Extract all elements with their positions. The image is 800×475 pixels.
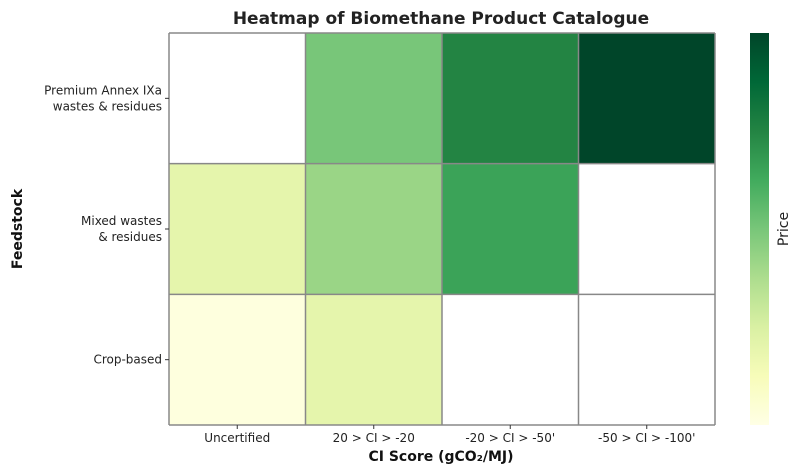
chart-title: Heatmap of Biomethane Product Catalogue bbox=[233, 9, 649, 29]
heatmap-cell bbox=[578, 33, 715, 164]
heatmap-cell bbox=[169, 33, 306, 164]
y-axis-ticks: Premium Annex IXa wastes & residues Mixed … bbox=[44, 83, 169, 367]
colorbar bbox=[750, 33, 769, 425]
heatmap-cell bbox=[578, 294, 715, 425]
x-tick-label: -20 > CI > -50' bbox=[465, 431, 555, 445]
heatmap-cells bbox=[169, 33, 715, 425]
y-tick-label: Crop-based bbox=[93, 353, 162, 367]
heatmap-cell bbox=[305, 163, 442, 295]
heatmap-cell bbox=[305, 33, 442, 164]
heatmap-cell bbox=[169, 163, 306, 295]
heatmap-cell bbox=[442, 163, 579, 295]
y-tick-label: & residues bbox=[98, 230, 162, 244]
y-tick-label: Mixed wastes bbox=[81, 214, 162, 228]
heatmap-cell bbox=[305, 294, 442, 425]
heatmap-cell bbox=[442, 33, 579, 164]
x-tick-label: Uncertified bbox=[204, 431, 270, 445]
heatmap-cell bbox=[169, 294, 306, 425]
y-axis-label: Feedstock bbox=[10, 188, 26, 269]
x-tick-label: -50 > CI > -100' bbox=[598, 431, 695, 445]
x-axis-label: CI Score (gCO₂/MJ) bbox=[368, 449, 513, 465]
x-tick-label: 20 > CI > -20 bbox=[333, 431, 415, 445]
heatmap-cell bbox=[442, 294, 579, 425]
y-tick-label: Premium Annex IXa bbox=[44, 83, 162, 97]
heatmap-cell bbox=[578, 163, 715, 295]
x-axis-ticks: Uncertified 20 > CI > -20 -20 > CI > -50' -… bbox=[204, 425, 695, 445]
colorbar-label: Price bbox=[776, 212, 792, 246]
y-tick-label: wastes & residues bbox=[53, 99, 162, 113]
